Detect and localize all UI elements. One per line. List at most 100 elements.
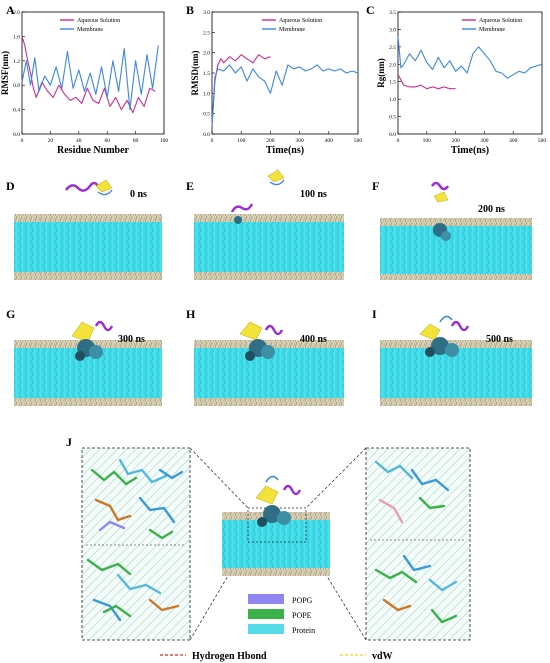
x-tick-label: 500 (538, 138, 547, 144)
protein-h (239, 321, 284, 361)
y-tick-label: 1.0 (389, 97, 396, 103)
legend-label: Aqueous Solution (77, 18, 120, 24)
x-tick-label: 400 (509, 138, 518, 144)
x-tick-label: 500 (354, 138, 363, 144)
legend-label: Aqueous Solution (479, 18, 522, 24)
series-line-membrane (21, 45, 159, 111)
y-tick-label: 2.0 (203, 51, 210, 57)
y-tick-label: 2.0 (389, 62, 396, 68)
snapshot-g: 300 ns (14, 320, 162, 406)
x-tick-label: 200 (451, 138, 460, 144)
y-tick-label: 3.5 (389, 10, 396, 16)
x-tick-label: 20 (48, 138, 54, 144)
plot-frame (397, 11, 543, 135)
y-tick-label: 0.4 (13, 108, 20, 114)
vdw-label: vdW (372, 651, 393, 662)
x-tick-label: 0 (211, 138, 214, 144)
y-tick-label: 0.8 (13, 83, 20, 89)
series-line-aqueous (21, 36, 156, 114)
rmsd-chart: 0.0 0.5 1.0 1.5 2.0 2.5 3.0 0 100 200 300 400 500 Tim… (190, 10, 362, 156)
protein-label: Protein (292, 626, 315, 635)
y-tick-label: 3.0 (389, 27, 396, 33)
y-axis-label: RMSD(nm) (190, 51, 200, 96)
panel-letter-i: I (372, 307, 377, 321)
panel-letter-a: A (6, 3, 15, 17)
x-tick-label: 40 (76, 138, 82, 144)
time-label-e: 100 ns (300, 189, 327, 200)
rg-chart: 0.0 0.5 1.0 1.5 2.0 2.5 3.0 3.5 0 100 200 300 400 500… (376, 10, 546, 156)
y-tick-label: 2.5 (389, 45, 396, 51)
x-tick-label: 200 (266, 138, 275, 144)
time-label-h: 400 ns (300, 334, 327, 345)
y-tick-label: 2.0 (13, 10, 20, 16)
panel-letter-g: G (6, 307, 15, 321)
x-tick-label: 60 (104, 138, 110, 144)
y-tick-label: 1.5 (203, 71, 210, 77)
popg-swatch (248, 594, 284, 604)
pope-swatch (248, 609, 284, 619)
protein-i (419, 315, 470, 357)
pope-label: POPE (292, 611, 312, 620)
x-axis-label: Residue Number (57, 145, 130, 156)
legend-label: Membrane (77, 27, 103, 33)
x-tick-label: 100 (160, 138, 169, 144)
panel-j: POPG POPE Protein Hydrogen Hbond vdW (81, 447, 471, 662)
y-tick-label: 1.5 (389, 80, 396, 86)
protein-g (71, 320, 114, 361)
protein-swatch (248, 624, 284, 634)
panel-letter-e: E (186, 179, 194, 193)
series-line-aqueous (397, 74, 456, 90)
x-axis-label: Time(ns) (266, 145, 304, 156)
snapshot-f: 200 ns (380, 181, 532, 280)
y-tick-label: 1.6 (13, 34, 20, 40)
rmsf-chart: 0.0 0.4 0.8 1.2 1.6 2.0 0 20 40 60 80 100 Residue Nu… (0, 10, 168, 156)
snapshot-i: 500 ns (380, 315, 532, 406)
series-line-membrane (397, 36, 543, 79)
y-tick-label: 2.5 (203, 30, 210, 36)
protein-f (430, 181, 451, 241)
x-tick-label: 400 (325, 138, 334, 144)
legend-label: Membrane (279, 27, 305, 33)
y-tick-label: 0.0 (389, 132, 396, 138)
y-tick-label: 3.0 (203, 10, 210, 16)
hbond-label: Hydrogen Hbond (192, 651, 267, 662)
x-axis-label: Time(ns) (451, 145, 489, 156)
x-tick-label: 100 (423, 138, 432, 144)
plot-frame (21, 11, 165, 135)
snapshot-h: 400 ns (194, 321, 344, 406)
snapshot-d: 0 ns (14, 179, 162, 280)
panel-letter-c: C (366, 3, 375, 17)
legend-label: Aqueous Solution (279, 18, 322, 24)
y-tick-label: 1.0 (203, 91, 210, 97)
residue-legend: POPG POPE Protein (248, 594, 315, 635)
time-label-d: 0 ns (130, 189, 147, 200)
protein-j (255, 475, 302, 527)
y-tick-label: 0.5 (203, 112, 210, 118)
time-label-f: 200 ns (478, 204, 505, 215)
series-line-membrane (211, 64, 359, 126)
y-axis-label: Rg(nm) (376, 58, 386, 88)
y-tick-label: 0.0 (13, 132, 20, 138)
x-tick-label: 0 (397, 138, 400, 144)
panel-letter-d: D (6, 179, 15, 193)
y-tick-label: 0.5 (389, 115, 396, 121)
time-label-i: 500 ns (486, 334, 513, 345)
protein-d (65, 179, 113, 196)
panel-letter-h: H (186, 307, 196, 321)
zoom-right-sticks (374, 460, 458, 624)
y-axis-label: RMSF(nm) (0, 51, 10, 95)
x-tick-label: 0 (21, 138, 24, 144)
panel-letter-j: J (66, 435, 72, 449)
y-tick-label: 0.0 (203, 132, 210, 138)
panel-letter-b: B (186, 3, 194, 17)
y-tick-label: 1.2 (13, 59, 20, 65)
protein-e (230, 169, 285, 224)
legend-label: Membrane (479, 27, 505, 33)
popg-label: POPG (292, 596, 313, 605)
interaction-legend: Hydrogen Hbond vdW (160, 651, 393, 662)
snapshot-e: 100 ns (194, 169, 344, 280)
x-tick-label: 300 (295, 138, 304, 144)
x-tick-label: 100 (237, 138, 246, 144)
x-tick-label: 80 (133, 138, 139, 144)
